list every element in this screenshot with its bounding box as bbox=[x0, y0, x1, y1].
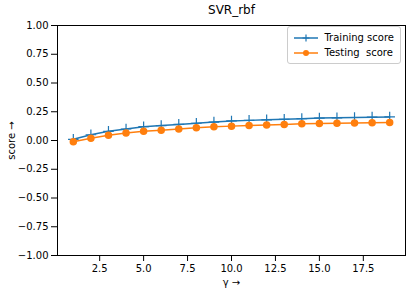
svg-text:−1.00: −1.00 bbox=[18, 250, 49, 261]
svg-text:12.5: 12.5 bbox=[264, 263, 286, 274]
svg-text:−0.75: −0.75 bbox=[18, 221, 49, 232]
svg-text:0.00: 0.00 bbox=[26, 135, 48, 146]
svg-text:−0.50: −0.50 bbox=[18, 192, 49, 203]
svg-text:0.25: 0.25 bbox=[26, 106, 48, 117]
svg-text:γ →: γ → bbox=[223, 277, 240, 288]
html-text:Training score: Training score bbox=[324, 32, 394, 43]
svg-text:score →: score → bbox=[6, 121, 17, 159]
svg-text:17.5: 17.5 bbox=[352, 263, 374, 274]
html-text:Testing score: Testing score bbox=[324, 47, 393, 58]
svg-text:15.0: 15.0 bbox=[308, 263, 330, 274]
svg-text:10.0: 10.0 bbox=[220, 263, 242, 274]
svg-text:5.0: 5.0 bbox=[136, 263, 152, 274]
svg-text:1.00: 1.00 bbox=[26, 20, 48, 31]
svg-text:7.5: 7.5 bbox=[180, 263, 196, 274]
svg-text:0.50: 0.50 bbox=[26, 77, 48, 88]
html-text:SVR_rbf: SVR_rbf bbox=[208, 3, 255, 17]
svg-text:−0.25: −0.25 bbox=[18, 163, 49, 174]
svg-text:0.75: 0.75 bbox=[26, 48, 48, 59]
svg-text:2.5: 2.5 bbox=[92, 263, 108, 274]
